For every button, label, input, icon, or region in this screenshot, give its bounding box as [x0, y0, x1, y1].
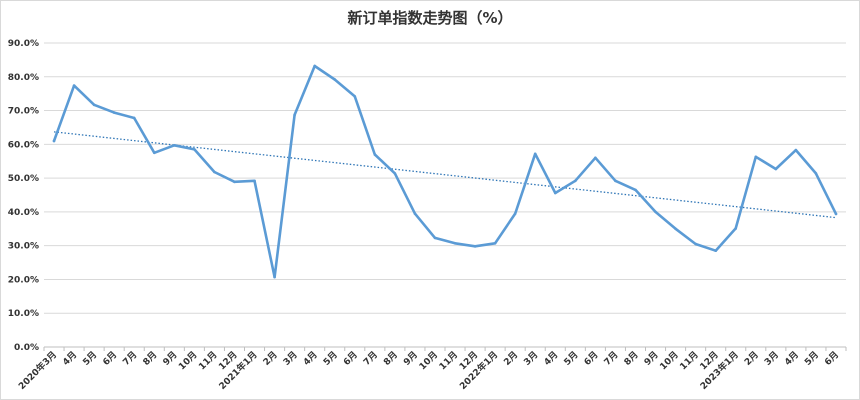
- data-point: [253, 179, 256, 183]
- x-tick-label: 10月: [417, 349, 440, 372]
- x-tick-label: 5月: [81, 349, 100, 368]
- x-tick-label: 2020年3月: [16, 349, 59, 392]
- data-point: [574, 179, 577, 183]
- data-point: [152, 151, 156, 155]
- x-tick-label: 4月: [782, 349, 801, 368]
- y-tick-label: 40.0%: [8, 208, 39, 218]
- x-tick-label: 10月: [658, 349, 681, 372]
- x-tick-label: 3月: [281, 349, 300, 368]
- x-tick-label: 4月: [301, 349, 320, 368]
- data-point: [132, 116, 136, 120]
- x-tick-label: 11月: [678, 349, 701, 372]
- x-tick-label: 8月: [622, 349, 641, 368]
- data-point: [493, 242, 497, 245]
- x-tick-label: 7月: [361, 349, 380, 368]
- trendline: [53, 131, 837, 219]
- x-tick-label: 6月: [101, 349, 120, 368]
- data-point: [674, 227, 677, 231]
- x-tick-label: 8月: [141, 349, 160, 368]
- x-tick-label: 2月: [261, 349, 280, 368]
- x-tick-label: 11月: [437, 349, 460, 372]
- data-point: [714, 249, 717, 253]
- x-tick-label: 2月: [742, 349, 761, 368]
- data-point: [353, 95, 357, 98]
- x-tick-label: 5月: [321, 349, 340, 368]
- data-point: [453, 242, 457, 245]
- data-point: [293, 113, 296, 117]
- data-point: [794, 148, 798, 152]
- x-tick-label: 3月: [762, 349, 781, 368]
- x-tick-label: 2月: [502, 349, 521, 368]
- data-point: [594, 156, 597, 160]
- data-point: [273, 275, 276, 279]
- data-point: [333, 78, 337, 81]
- data-point: [313, 64, 316, 68]
- data-point: [213, 170, 216, 174]
- y-tick-label: 20.0%: [8, 275, 39, 285]
- data-point: [614, 179, 617, 183]
- chart-title: 新订单指数走势图（%）: [347, 9, 513, 27]
- data-point: [72, 84, 76, 87]
- data-point: [513, 212, 517, 215]
- y-tick-label: 0.0%: [14, 343, 39, 353]
- y-tick-label: 10.0%: [8, 309, 39, 319]
- x-tick-label: 6月: [823, 349, 842, 368]
- data-point: [92, 103, 96, 107]
- x-tick-label: 5月: [802, 349, 821, 368]
- data-point: [193, 148, 196, 151]
- y-tick-label: 60.0%: [8, 140, 39, 150]
- data-point: [473, 245, 477, 248]
- data-point: [654, 210, 657, 214]
- x-tick-label: 4月: [61, 349, 80, 368]
- data-point: [393, 172, 397, 175]
- y-tick-label: 50.0%: [8, 174, 39, 184]
- data-point: [774, 167, 778, 171]
- y-tick-label: 70.0%: [8, 107, 39, 117]
- data-point: [834, 212, 838, 216]
- data-point: [694, 242, 697, 246]
- data-point: [233, 180, 236, 184]
- x-tick-label: 5月: [562, 349, 581, 368]
- data-point: [634, 188, 637, 192]
- x-tick-label: 7月: [602, 349, 621, 368]
- data-point: [52, 139, 56, 143]
- data-point: [112, 111, 116, 114]
- x-tick-label: 4月: [542, 349, 561, 368]
- x-tick-label: 11月: [197, 349, 220, 372]
- series-line: [52, 64, 838, 279]
- data-point: [553, 191, 557, 195]
- y-tick-label: 80.0%: [8, 73, 39, 83]
- x-tick-label: 7月: [121, 349, 140, 368]
- y-tick-label: 90.0%: [8, 39, 39, 49]
- x-tick-label: 8月: [381, 349, 400, 368]
- data-point: [433, 236, 437, 240]
- data-point: [173, 144, 176, 147]
- data-point: [754, 155, 758, 159]
- data-point: [413, 212, 417, 215]
- data-point: [533, 152, 537, 156]
- x-tick-label: 6月: [582, 349, 601, 368]
- data-point: [734, 227, 738, 230]
- data-point: [373, 153, 377, 156]
- x-tick-label: 3月: [522, 349, 541, 368]
- data-point: [814, 172, 818, 175]
- x-tick-label: 6月: [341, 349, 360, 368]
- x-tick-label: 10月: [176, 349, 199, 372]
- y-tick-label: 30.0%: [8, 242, 39, 252]
